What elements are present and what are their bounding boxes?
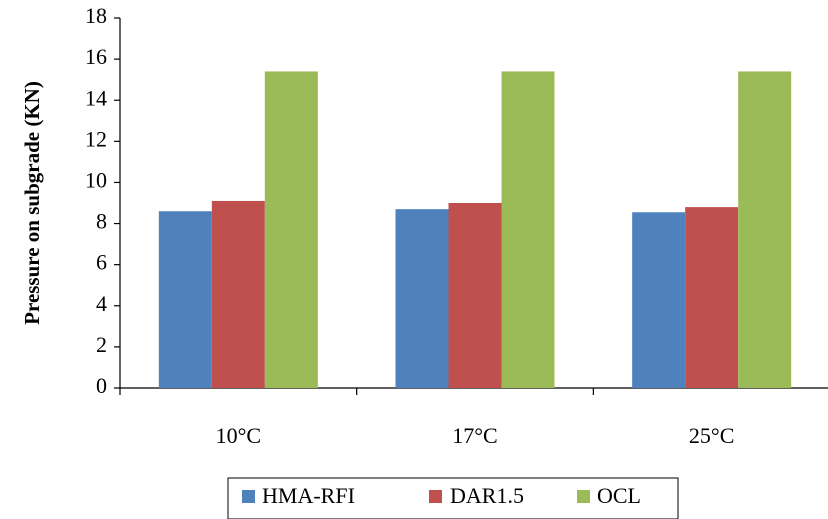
legend-label: OCL xyxy=(597,483,641,508)
y-tick-label: 4 xyxy=(96,291,107,316)
bar-ocl xyxy=(738,71,792,388)
x-axis: 10°C 17°C 25°C xyxy=(119,387,828,448)
legend-swatch xyxy=(429,490,442,503)
bar-dar1-5 xyxy=(211,200,265,388)
y-tick-label: 6 xyxy=(96,250,107,275)
bar-dar1-5 xyxy=(448,203,502,388)
legend-label: HMA-RFI xyxy=(262,483,355,508)
y-axis-title-wrap: Pressure on subgrade (KN) xyxy=(20,81,44,325)
bar-hma-rfi xyxy=(158,211,212,388)
x-tick-label: 17°C xyxy=(452,423,497,448)
y-tick-label: 0 xyxy=(96,373,107,398)
y-tick-label: 18 xyxy=(85,3,107,28)
bar-hma-rfi xyxy=(632,212,686,388)
legend: HMA-RFI DAR1.5 OCL xyxy=(227,477,679,519)
bars xyxy=(158,71,792,388)
y-axis-title: Pressure on subgrade (KN) xyxy=(20,81,44,325)
y-tick-label: 10 xyxy=(85,167,107,192)
x-tick-label: 25°C xyxy=(689,423,734,448)
y-tick-label: 12 xyxy=(85,126,107,151)
bar-hma-rfi xyxy=(395,209,449,388)
y-axis: 0 2 4 6 8 10 12 14 16 18 xyxy=(85,3,121,398)
y-tick-label: 14 xyxy=(85,85,107,110)
legend-swatch xyxy=(242,490,255,503)
legend-swatch xyxy=(577,490,590,503)
y-tick-label: 2 xyxy=(96,332,107,357)
y-tick-label: 16 xyxy=(85,44,107,69)
y-tick-label: 8 xyxy=(96,209,107,234)
legend-box xyxy=(227,477,679,519)
bar-ocl xyxy=(501,71,555,388)
bar-ocl xyxy=(264,71,318,388)
x-tick-label: 10°C xyxy=(216,423,261,448)
legend-label: DAR1.5 xyxy=(450,483,524,508)
bar-dar1-5 xyxy=(685,207,739,388)
